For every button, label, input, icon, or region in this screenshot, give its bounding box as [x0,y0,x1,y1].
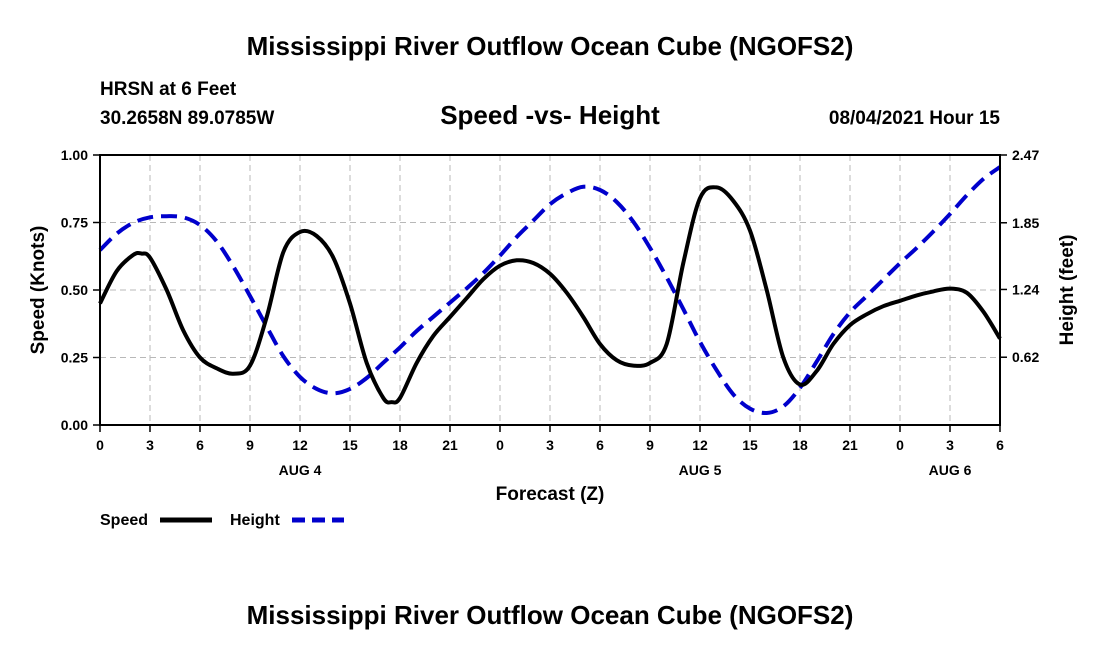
x-tick-label: 0 [896,437,904,453]
y-left-tick-label: 0.75 [61,215,88,231]
legend-height-label: Height [230,512,280,529]
x-tick-label: 6 [996,437,1004,453]
x-tick-label: 9 [646,437,654,453]
x-tick-label: 6 [596,437,604,453]
x-tick-label: 6 [196,437,204,453]
x-tick-label: 3 [546,437,554,453]
ticks: 0 3 6 9 12 15 18 21 0 3 6 9 12 15 18 21 0 3 6 AUG 4 AUG 5 AUG… [61,147,1040,478]
y-axis-left-label: Speed (Knots) [28,226,49,355]
chart-title: Mississippi River Outflow Ocean Cube (NG… [247,31,854,61]
x-date-label: AUG 5 [679,462,722,478]
x-tick-label: 9 [246,437,254,453]
chart-subtitle: Speed -vs- Height [440,100,660,130]
y-right-tick-label: 0.62 [1012,349,1039,365]
y-right-tick-label: 1.85 [1012,215,1039,231]
y-right-tick-label: 2.47 [1012,147,1039,163]
y-right-tick-label: 1.24 [1012,281,1039,297]
x-tick-label: 3 [146,437,154,453]
x-tick-label: 18 [392,437,408,453]
timestamp-label: 08/04/2021 Hour 15 [829,108,1001,129]
x-tick-label: 15 [742,437,758,453]
grid [100,155,1000,425]
x-tick-label: 18 [792,437,808,453]
y-left-tick-label: 0.50 [61,282,88,298]
legend-speed-label: Speed [100,512,148,529]
x-tick-label: 12 [692,437,708,453]
x-tick-label: 3 [946,437,954,453]
x-tick-label: 21 [842,437,858,453]
x-tick-label: 21 [442,437,458,453]
x-tick-label: 0 [96,437,104,453]
x-tick-label: 12 [292,437,308,453]
y-left-tick-label: 0.00 [61,417,88,433]
location-label: 30.2658N 89.0785W [100,108,274,129]
series-layer [98,165,1002,416]
station-label: HRSN at 6 Feet [100,79,237,100]
y-left-tick-label: 1.00 [61,147,88,163]
height-series-line [98,165,1002,416]
footer-title: Mississippi River Outflow Ocean Cube (NG… [247,600,854,630]
x-tick-label: 15 [342,437,358,453]
y-left-tick-label: 0.25 [61,350,88,366]
legend: Speed Height [100,512,344,529]
y-axis-right-label: Height (feet) [1057,235,1078,346]
x-tick-label: 0 [496,437,504,453]
speed-series-line [98,185,1002,405]
x-date-label: AUG 4 [279,462,322,478]
x-date-label: AUG 6 [929,462,972,478]
x-axis-label: Forecast (Z) [496,484,605,505]
